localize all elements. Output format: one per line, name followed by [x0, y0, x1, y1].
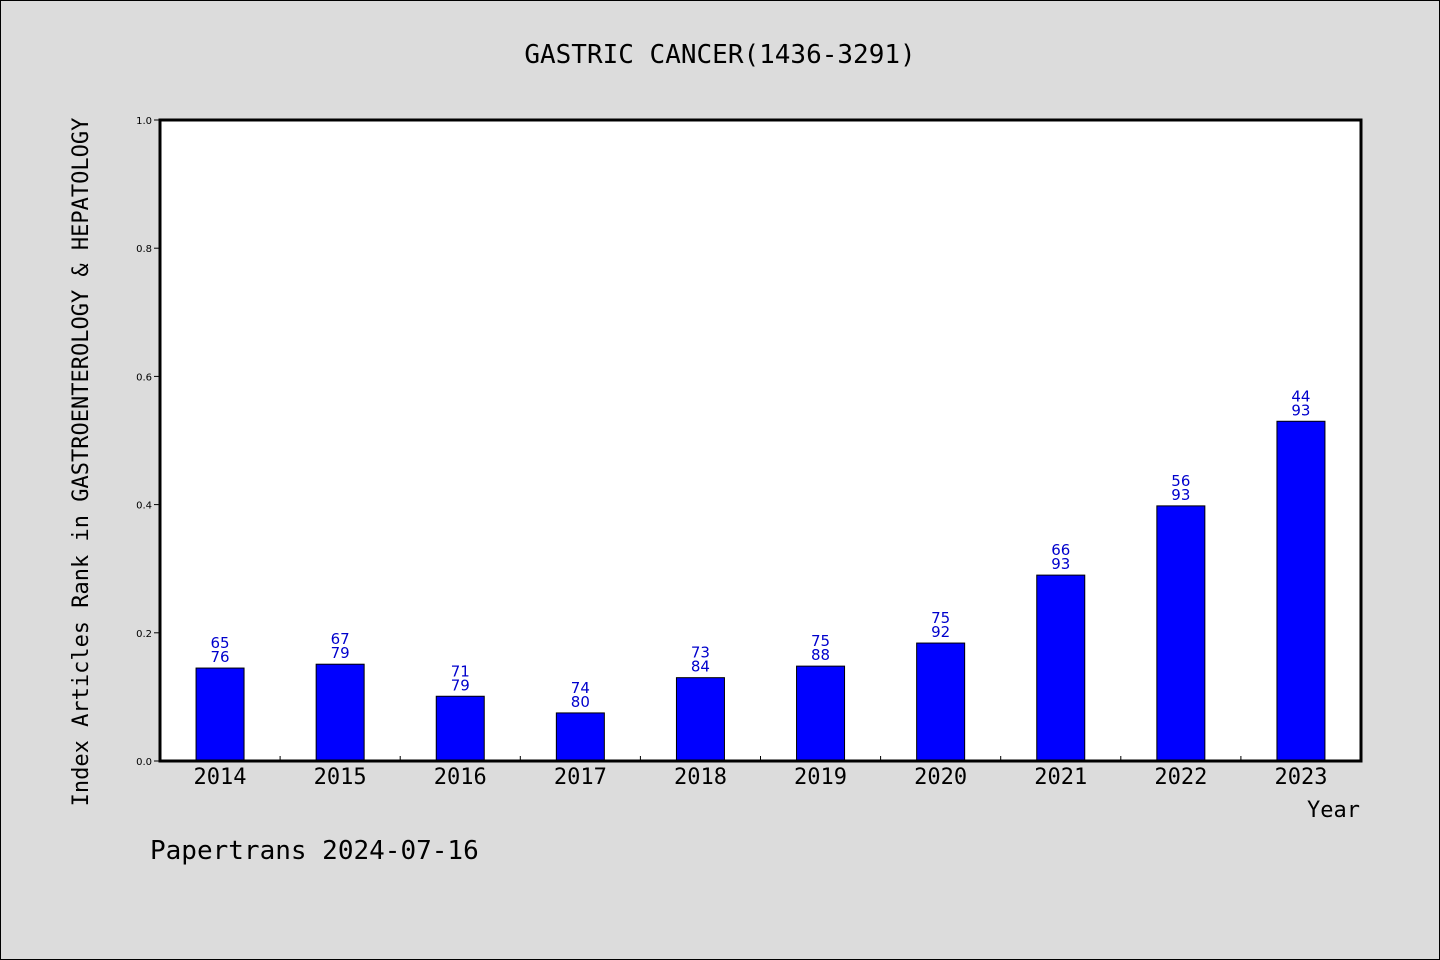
bar-label-top-2014: 65	[211, 634, 230, 652]
bar-label-top-2015: 67	[331, 630, 350, 648]
y-tick-label: 1.0	[136, 116, 152, 127]
bar-2015	[315, 663, 365, 762]
bar-2022	[1156, 505, 1206, 762]
x-tick-label-2016: 2016	[434, 765, 487, 790]
x-tick-label-2014: 2014	[194, 765, 247, 790]
bar-label-top-2017: 74	[571, 679, 590, 697]
bar-label-bottom-2021: 93	[1051, 555, 1070, 573]
bar-label-top-2019: 75	[811, 632, 830, 650]
chart-title: GASTRIC CANCER(1436-3291)	[524, 40, 915, 70]
plot-frame	[158, 118, 1363, 763]
bar-label-bottom-2014: 76	[211, 648, 230, 666]
bar-label-bottom-2017: 80	[571, 693, 590, 711]
bar-label-top-2023: 44	[1291, 387, 1310, 405]
x-tick-label-2017: 2017	[554, 765, 607, 790]
bar-label-bottom-2016: 79	[451, 676, 470, 694]
bar-2021	[1036, 574, 1086, 762]
y-tick-label: 0.8	[136, 244, 152, 255]
x-axis-ticks: 2014 2015 2016 2017 2018 2019 2020 2021 2022 2023	[194, 756, 1327, 790]
bar-label-top-2016: 71	[451, 662, 470, 680]
x-tick-label-2019: 2019	[794, 765, 847, 790]
bar-2023	[1276, 420, 1326, 762]
bar-2018	[675, 677, 725, 762]
x-tick-label-2018: 2018	[674, 765, 727, 790]
bar-label-top-2020: 75	[931, 609, 950, 627]
bar-2016	[435, 695, 485, 762]
bar-label-bottom-2018: 84	[691, 658, 710, 676]
bar-label-top-2021: 66	[1051, 541, 1070, 559]
bar-2017	[555, 712, 605, 762]
bar-label-bottom-2015: 79	[331, 644, 350, 662]
y-axis-ticks: 0.0 0.2 0.4 0.6 0.8 1.0	[136, 116, 160, 768]
x-tick-label-2015: 2015	[314, 765, 367, 790]
bar-2014	[195, 667, 245, 762]
x-tick-label-2020: 2020	[914, 765, 967, 790]
y-tick-label: 0.0	[136, 757, 152, 768]
x-tick-label-2023: 2023	[1274, 765, 1327, 790]
bar-2019	[796, 665, 846, 762]
bar-label-bottom-2019: 88	[811, 646, 830, 664]
y-tick-label: 0.4	[136, 501, 152, 512]
bar-2020	[916, 642, 966, 762]
x-axis-label: Year	[1307, 798, 1360, 823]
y-tick-label: 0.6	[136, 372, 152, 383]
x-tick-label-2021: 2021	[1034, 765, 1087, 790]
bars-layer	[195, 420, 1326, 762]
bar-label-bottom-2022: 93	[1171, 486, 1190, 504]
x-tick-label-2022: 2022	[1154, 765, 1207, 790]
y-tick-label: 0.2	[136, 629, 152, 640]
footer-credit: Papertrans 2024-07-16	[150, 836, 479, 866]
bar-label-top-2022: 56	[1171, 472, 1190, 490]
y-axis-label: Index Articles Rank in GASTROENTEROLOGY …	[69, 118, 94, 807]
bar-label-top-2018: 73	[691, 644, 710, 662]
bar-label-bottom-2020: 92	[931, 623, 950, 641]
bar-label-bottom-2023: 93	[1291, 401, 1310, 419]
